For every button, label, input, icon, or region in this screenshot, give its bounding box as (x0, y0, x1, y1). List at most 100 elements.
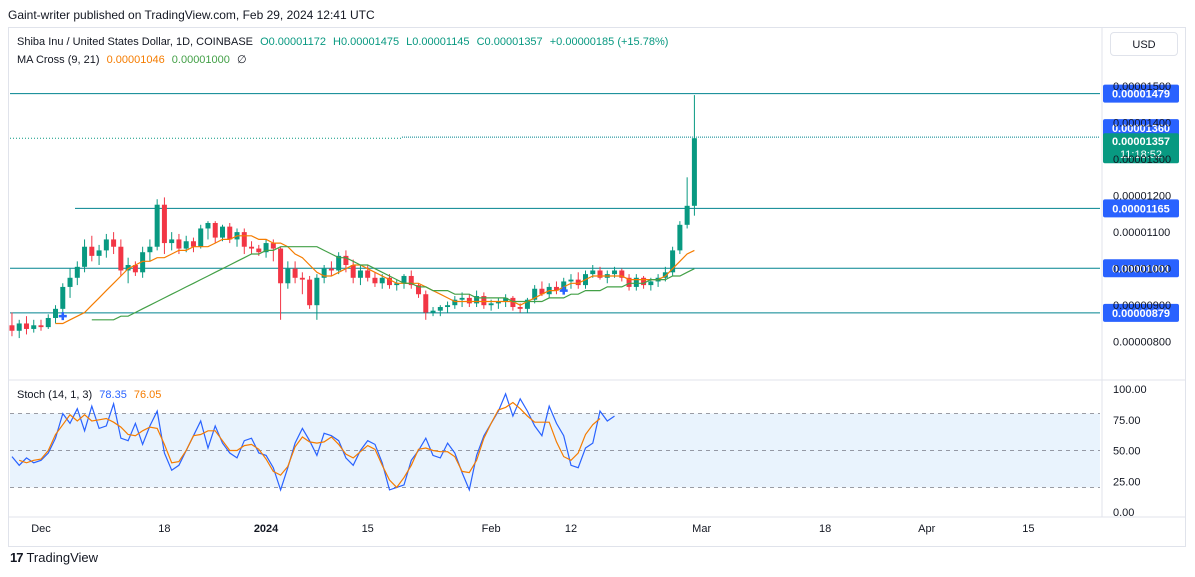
candle-body (474, 296, 480, 304)
candle-body (82, 246, 88, 267)
price-tag (1103, 119, 1179, 138)
level-price-tag (1103, 259, 1179, 278)
price-tick-label: 0.00001300 (1113, 154, 1171, 166)
level-price-tag (1103, 199, 1179, 218)
candle-body (691, 138, 697, 206)
candle-body (648, 281, 654, 286)
price-tick-label: 0.00001000 (1113, 264, 1171, 276)
time-tick-label: 18 (158, 523, 170, 535)
candle-body (169, 239, 175, 244)
stoch-d-line (19, 401, 601, 489)
candle-body (9, 325, 15, 331)
candle-body (532, 288, 538, 300)
candle-body (176, 239, 182, 249)
tradingview-brand: TradingView (26, 550, 99, 565)
candle-body (394, 283, 400, 286)
candle-body (118, 246, 124, 271)
candles (9, 95, 697, 339)
candle-body (227, 226, 233, 240)
time-tick-label: 2024 (254, 523, 279, 535)
chart-frame (8, 27, 1186, 547)
candle-body (190, 241, 196, 247)
candle-body (67, 277, 73, 287)
price-tick-label: 0.00000900 (1113, 300, 1171, 312)
stoch-tick-label: 75.00 (1113, 415, 1141, 427)
candle-body (517, 307, 523, 309)
candle-body (212, 222, 218, 238)
close-value: C0.00001357 (476, 36, 543, 48)
candle-body (60, 286, 66, 309)
high-value: H0.00001475 (333, 36, 400, 48)
candle-body (488, 303, 494, 306)
stoch-lines (11, 392, 615, 492)
candle-body (96, 250, 102, 256)
candle-body (459, 297, 465, 300)
candle-body (343, 255, 349, 265)
candle-body (328, 268, 334, 271)
stoch-tick-label: 100.00 (1113, 384, 1147, 396)
price-tick-label: 0.00001500 (1113, 81, 1171, 93)
currency-button[interactable]: USD (1110, 32, 1178, 56)
time-tick-label: Apr (918, 523, 935, 535)
stoch-d-value: 76.05 (133, 389, 162, 401)
candle-body (670, 250, 676, 273)
time-tick-label: 15 (1022, 523, 1034, 535)
main-legend: Shiba Inu / United States Dollar, 1D, CO… (17, 36, 672, 48)
candle-body (125, 265, 131, 271)
time-axis: Dec 18 2024 15 Feb 12 Mar 18 Apr 15 (31, 523, 1034, 535)
stoch-legend: Stoch (14, 1, 3) 78.35 76.05 (17, 389, 165, 401)
candle-body (684, 205, 690, 225)
price-tick-label: 0.00001100 (1113, 227, 1170, 239)
candle-body (357, 270, 363, 278)
ma-lines (55, 235, 695, 325)
candle-body (524, 299, 530, 309)
time-tick-label: Dec (31, 523, 51, 535)
level-price-tag (1103, 84, 1179, 103)
candle-body (31, 325, 37, 329)
candle-body (495, 301, 501, 304)
candle-body (53, 308, 59, 318)
candle-body (23, 323, 29, 329)
candle-body (553, 286, 559, 291)
candle-body (241, 232, 247, 247)
candle-body (38, 325, 44, 328)
time-tick-label: Mar (692, 523, 711, 535)
candle-body (263, 243, 269, 253)
candle-body (365, 270, 371, 278)
candle-body (416, 285, 422, 295)
grid (8, 27, 1186, 518)
price-tag-label: 0.00001360 (1112, 123, 1170, 135)
candle-body (140, 252, 146, 273)
candle-body (299, 277, 305, 280)
candle-body (372, 277, 378, 284)
ma-legend: MA Cross (9, 21) 0.00001046 0.00001000 ∅ (17, 53, 251, 66)
price-tick-label: 0.00001200 (1113, 191, 1171, 203)
publisher-line: Gaint-writer published on TradingView.co… (8, 8, 375, 22)
ma-fast-value: 0.00001046 (106, 54, 165, 66)
price-axis: 0.00000800 0.00000900 0.00001000 0.00001100… (1113, 81, 1171, 519)
candle-body (437, 307, 443, 311)
candle-body (408, 275, 414, 286)
candle-body (336, 255, 342, 271)
candle-body (590, 270, 596, 275)
level-price-tag-label: 0.00000879 (1112, 308, 1170, 320)
time-tick-label: 15 (362, 523, 374, 535)
candle-body (466, 297, 472, 304)
candle-body (445, 305, 451, 308)
candle-body (597, 270, 603, 278)
candle-body (314, 277, 320, 306)
ma-slow-value: 0.00001000 (171, 54, 230, 66)
candle-body (270, 243, 276, 249)
candle-body (350, 265, 356, 278)
candle-body (74, 266, 80, 278)
candle-body (612, 270, 618, 275)
candle-body (89, 246, 95, 256)
candle-body (205, 222, 211, 229)
candle-body (292, 268, 298, 278)
candle-body (154, 204, 160, 247)
open-value: O0.00001172 (260, 36, 326, 48)
ma-extra: ∅ (236, 54, 247, 66)
level-price-tag-label: 0.00001479 (1112, 89, 1170, 101)
candle-body (285, 268, 291, 284)
